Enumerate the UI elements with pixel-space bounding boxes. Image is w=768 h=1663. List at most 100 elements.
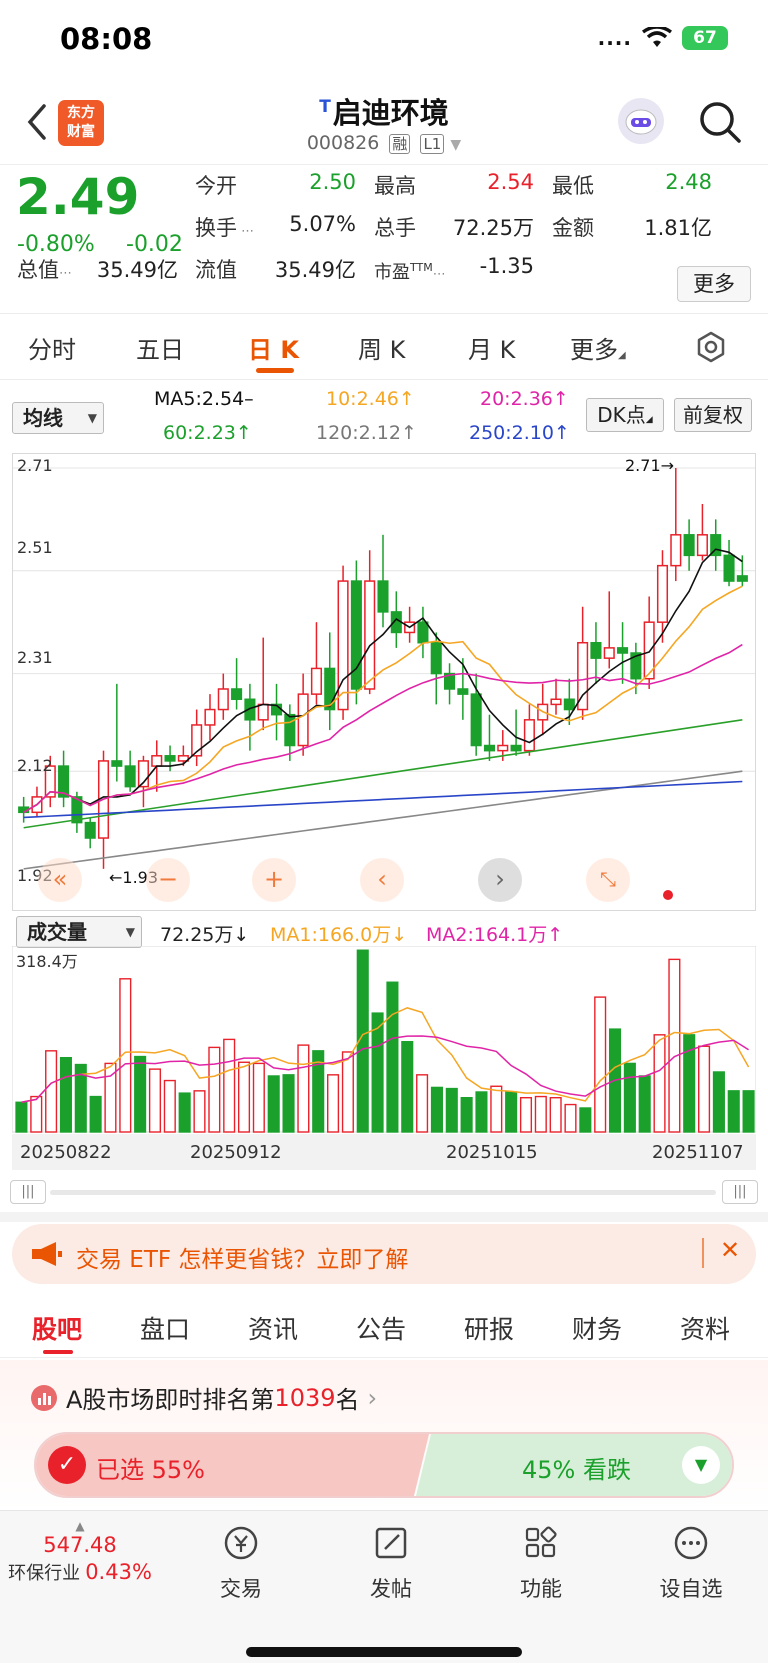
volume-bar [356, 949, 369, 1133]
tab-news[interactable]: 资讯 [248, 1315, 299, 1344]
candle [164, 755, 176, 762]
section-divider [0, 1212, 768, 1222]
functions-button[interactable]: 功能 [486, 1523, 596, 1603]
volume-bar [45, 1050, 58, 1133]
volume-bar [401, 1040, 414, 1133]
indicator-select[interactable]: 均线 ▼ [12, 402, 104, 434]
content-tabs: 股吧 盘口 资讯 公告 研报 财务 资料 [0, 1296, 768, 1358]
candle [510, 744, 522, 752]
adjust-button[interactable]: 前复权 [674, 398, 752, 432]
tab-five-day[interactable]: 五日 [136, 336, 184, 364]
candle [656, 564, 669, 623]
tab-finance[interactable]: 财务 [572, 1315, 623, 1344]
candle [204, 708, 216, 726]
dropdown-icon: ▼ [450, 137, 462, 153]
candle [417, 621, 429, 644]
candle [683, 534, 695, 557]
candle [563, 698, 575, 711]
volume-max-label: 318.4万 [16, 952, 78, 971]
zoom-out-icon[interactable]: − [146, 858, 190, 902]
tab-weekly-k[interactable]: 周 K [358, 336, 406, 364]
candle [350, 580, 362, 690]
etf-banner[interactable]: 交易 ETF 怎样更省钱？立即了解 ✕ [12, 1224, 756, 1284]
amount-value: 1.81亿 [644, 216, 712, 240]
post-button[interactable]: 发帖 [336, 1523, 446, 1603]
robot-assistant-icon[interactable] [618, 98, 664, 144]
chart-scrollbar[interactable]: ||| ||| [10, 1180, 758, 1206]
tab-daily-k[interactable]: 日 K [248, 336, 299, 364]
market-rank-link[interactable]: A股市场即时排名第 1039 名 › [30, 1380, 377, 1415]
low-value: 2.48 [665, 170, 712, 194]
period-tabs: 分时 五日 日 K 周 K 月 K 更多◢ [0, 316, 768, 380]
margin-tag: 融 [389, 134, 411, 154]
rank-area: A股市场即时排名第 1039 名 › ✓ 已选 55% 45% 看跌 ▼ [0, 1360, 768, 1510]
amount-label: 金额 [552, 216, 594, 240]
battery-icon: 67 [682, 26, 728, 50]
scroll-left-handle[interactable]: ||| [10, 1180, 46, 1204]
volume-bar [519, 1097, 533, 1133]
settings-icon[interactable] [694, 330, 728, 364]
scroll-track[interactable] [50, 1190, 716, 1195]
volume-bar [490, 1085, 503, 1133]
candle [444, 672, 456, 690]
back-icon[interactable] [22, 102, 52, 142]
rank-chart-icon [31, 1384, 57, 1411]
search-icon[interactable] [698, 100, 742, 144]
tab-monthly-k[interactable]: 月 K [468, 336, 516, 364]
volume-legend: 成交量 ▼ 72.25万↓ MA1:166.0万↓ MA2:164.1万↑ [0, 914, 768, 950]
candle [523, 719, 535, 752]
industry-index[interactable]: ▲ 547.48 环保行业 0.43% [0, 1519, 160, 1585]
bottom-toolbar: ▲ 547.48 环保行业 0.43% 交易 发帖 功能 设自选 [0, 1510, 768, 1663]
stock-title[interactable]: T启迪环境 [0, 90, 768, 132]
tab-research[interactable]: 研报 [464, 1315, 515, 1344]
tab-market-depth[interactable]: 盘口 [140, 1315, 191, 1344]
turnover-label: 换手 ⋯ [195, 216, 255, 240]
volume-bar [148, 1068, 162, 1133]
pe-label: 市盈TTM⋯ [374, 261, 446, 283]
candle [577, 641, 589, 711]
volume-value: 72.25万 [452, 216, 534, 240]
zoom-in-icon[interactable]: + [252, 858, 296, 902]
close-icon[interactable]: ✕ [720, 1236, 741, 1264]
tab-more[interactable]: 更多◢ [570, 336, 626, 364]
kline-chart[interactable]: 2.71 2.51 2.31 2.12 1.92 2.71→ ←1.93 [12, 453, 756, 911]
app-logo[interactable]: 东方 财富 [58, 100, 104, 146]
rank-prefix: A股市场即时排名第 [66, 1386, 275, 1414]
trade-button[interactable]: 交易 [186, 1523, 296, 1603]
candle [603, 647, 615, 659]
add-watchlist-button[interactable]: 设自选 [636, 1523, 746, 1603]
candle [111, 760, 123, 767]
candle [324, 667, 336, 711]
next-icon[interactable]: › [478, 858, 522, 902]
volume-chart[interactable]: 318.4万 20250822 20250912 20251015 202511… [11, 945, 757, 1170]
bear-vote-label[interactable]: 45% 看跌 [522, 1456, 631, 1484]
prev-icon[interactable]: ‹ [360, 858, 404, 902]
volume-bar [223, 1038, 236, 1133]
fast-back-icon[interactable]: « [38, 858, 82, 902]
volume-bar [267, 1075, 280, 1133]
candle [297, 693, 309, 747]
scroll-right-handle[interactable]: ||| [722, 1180, 758, 1204]
fullscreen-icon[interactable]: ⤡ [586, 858, 630, 902]
sentiment-vote-bar[interactable]: ✓ 已选 55% 45% 看跌 ▼ [34, 1432, 734, 1498]
y-label-max: 2.71 [17, 456, 53, 475]
more-quote-button[interactable]: 更多 [677, 266, 751, 302]
volume-bar [727, 1090, 740, 1133]
dk-point-button[interactable]: DK点◢ [586, 398, 664, 432]
bear-down-icon[interactable]: ▼ [682, 1446, 720, 1484]
ma5-line [23, 548, 743, 814]
tab-intraday[interactable]: 分时 [28, 336, 76, 364]
volume-bar [119, 978, 132, 1133]
tab-profile[interactable]: 资料 [680, 1315, 731, 1344]
chart-controls: « − + ‹ › ⤡ [30, 858, 730, 906]
high-label: 最高 [374, 174, 416, 198]
tab-announcements[interactable]: 公告 [356, 1315, 407, 1344]
status-icons: .... 67 [598, 26, 728, 50]
tab-forum[interactable]: 股吧 [32, 1315, 83, 1344]
volume-bar [104, 1062, 117, 1133]
volume-bar [430, 1086, 443, 1133]
stock-code-row[interactable]: 000826 融 L1 ▼ [0, 132, 768, 154]
volume-bar [193, 1090, 206, 1133]
volume-indicator-select[interactable]: 成交量 ▼ [16, 916, 142, 948]
vote-bar-fill [36, 1434, 732, 1496]
